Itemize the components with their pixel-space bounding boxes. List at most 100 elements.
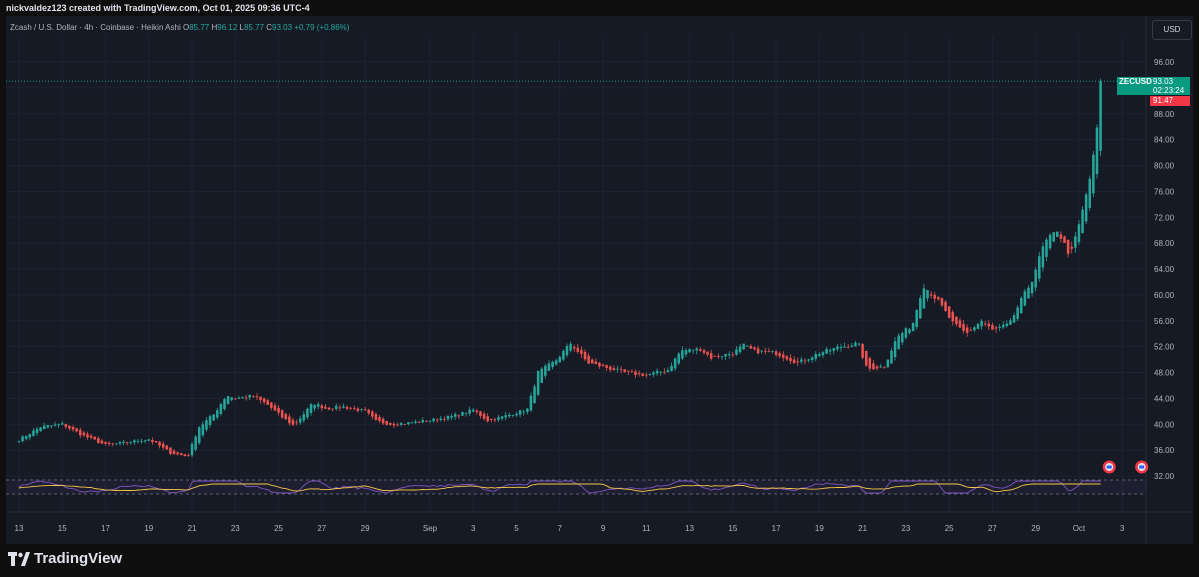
candle-body — [504, 415, 507, 418]
candle-body — [508, 414, 511, 417]
candle-body — [536, 371, 540, 395]
candle-body — [576, 347, 580, 352]
candle-body — [839, 347, 843, 349]
x-tick-label: 9 — [601, 524, 606, 533]
candle-body — [663, 371, 666, 373]
candle-body — [756, 348, 760, 354]
candle-body — [882, 366, 886, 368]
candle-body — [118, 442, 122, 444]
candle-body — [969, 330, 973, 331]
candle-body — [500, 416, 504, 419]
candle-body — [699, 349, 702, 352]
candle-body — [590, 359, 594, 364]
candle-body — [435, 419, 439, 421]
candle-body — [42, 425, 46, 430]
symbol-description[interactable]: Zcash / U.S. Dollar · 4h · Coinbase · He… — [10, 23, 181, 32]
candle-body — [583, 351, 587, 360]
candle-body — [324, 406, 327, 409]
candle-body — [717, 355, 720, 357]
candle-body — [825, 348, 828, 354]
x-tick-label: 23 — [231, 524, 240, 533]
candle-body — [911, 322, 915, 332]
x-tick-label: 25 — [945, 524, 954, 533]
candle-body — [1027, 287, 1030, 299]
candle-body — [1059, 234, 1063, 239]
low-label: L — [239, 23, 244, 32]
x-tick-label: 29 — [1031, 524, 1040, 533]
candle-body — [605, 365, 608, 368]
candle-body — [64, 423, 68, 427]
candle-body — [107, 442, 111, 444]
candle-body — [1095, 127, 1099, 175]
candle-body — [252, 396, 255, 398]
candle-body — [612, 368, 616, 371]
candle-body — [608, 366, 612, 370]
candle-body — [53, 424, 57, 426]
candle-body — [266, 400, 270, 405]
rsi-line — [18, 480, 1101, 494]
candle-body — [288, 416, 291, 424]
candle-body — [937, 296, 940, 300]
candle-body — [709, 353, 713, 359]
candle-body — [641, 373, 644, 377]
high-value: 96.12 — [217, 23, 238, 32]
candle-body — [944, 301, 947, 311]
candle-body — [1084, 194, 1088, 222]
candle-body — [410, 422, 414, 424]
candle-body — [302, 414, 306, 421]
candle-body — [547, 363, 551, 371]
candle-body — [518, 410, 522, 415]
candle-body — [1038, 256, 1041, 279]
candle-body — [298, 418, 302, 423]
x-tick-label: 17 — [772, 524, 781, 533]
candle-body — [216, 410, 219, 418]
candle-body — [1041, 246, 1045, 268]
chart-area[interactable] — [6, 16, 1193, 544]
candle-body — [21, 436, 24, 442]
candle-body — [670, 365, 673, 372]
candle-body — [133, 440, 136, 443]
symbol-legend: Zcash / U.S. Dollar · 4h · Coinbase · He… — [10, 23, 349, 32]
candle-body — [39, 427, 42, 432]
last-price-badge: ZECUSD 93.03 02:23:24 — [1117, 77, 1190, 95]
candle-body — [980, 320, 983, 327]
candle-body — [183, 454, 187, 457]
tradingview-brand[interactable]: TradingView — [8, 550, 122, 567]
candle-body — [565, 346, 569, 356]
candle-body — [922, 288, 926, 309]
candle-body — [727, 354, 731, 356]
candle-body — [731, 354, 735, 356]
x-tick-label: 25 — [274, 524, 283, 533]
candle-body — [1016, 307, 1019, 319]
snapshot-credit: nickvaldez123 created with TradingView.c… — [6, 3, 310, 13]
candle-body — [619, 368, 623, 370]
candle-body — [24, 436, 28, 439]
candle-body — [223, 399, 226, 409]
candle-body — [868, 358, 872, 369]
candle-body — [306, 408, 309, 418]
candle-body — [28, 434, 32, 438]
candle-body — [803, 360, 807, 362]
candle-body — [836, 346, 839, 350]
candle-body — [129, 442, 133, 444]
candle-body — [363, 409, 367, 411]
candle-body — [32, 430, 35, 436]
candle-body — [908, 329, 911, 333]
candle-body — [104, 441, 107, 444]
candle-body — [796, 361, 799, 363]
candle-body — [630, 371, 634, 372]
candle-body — [439, 418, 443, 421]
candle-body — [461, 411, 464, 416]
candle-body — [771, 351, 774, 352]
candle-body — [208, 416, 212, 425]
candle-body — [176, 452, 179, 455]
candle-body — [280, 410, 284, 418]
candle-body — [122, 441, 125, 443]
y-tick-label: 80.00 — [1154, 162, 1175, 171]
currency-button[interactable]: USD — [1152, 20, 1192, 40]
candle-body — [940, 298, 944, 306]
candle-body — [958, 320, 962, 328]
candle-body — [1048, 234, 1052, 249]
candle-body — [169, 447, 172, 454]
